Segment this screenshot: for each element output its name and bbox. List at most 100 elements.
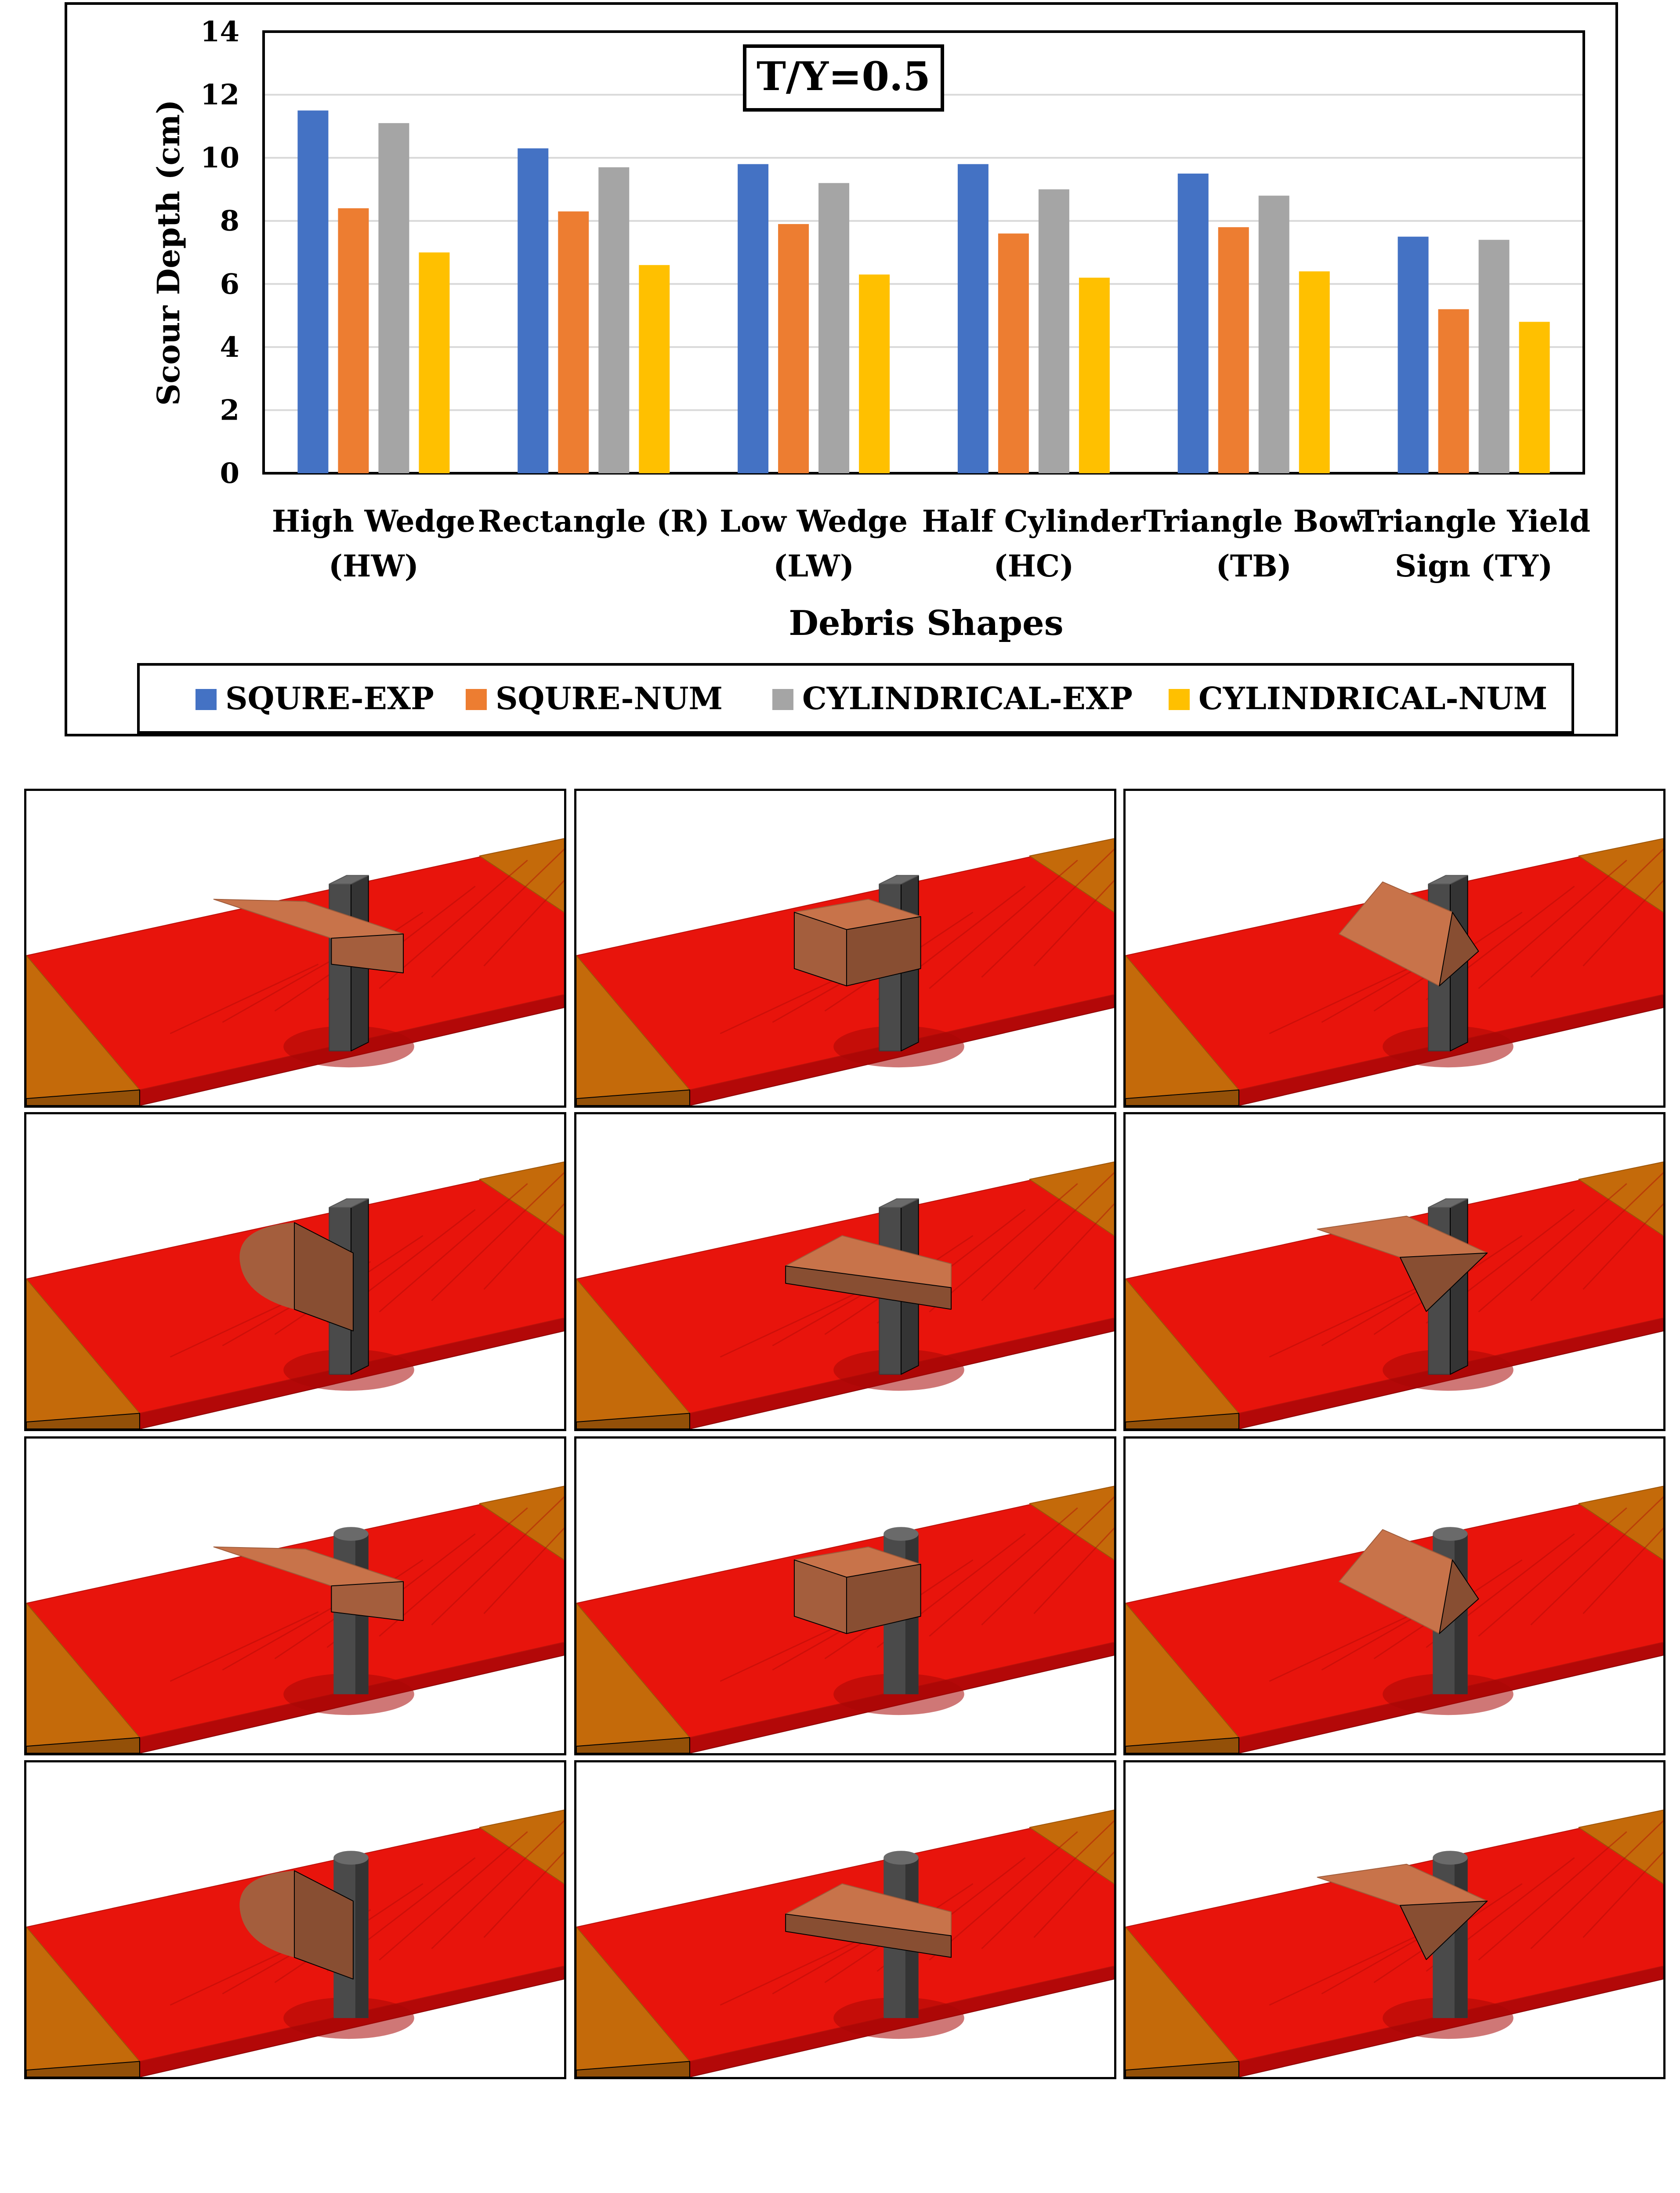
ripple bbox=[1033, 1851, 1114, 1938]
bar-cylindrical-exp bbox=[378, 123, 409, 473]
bar-cylindrical-num bbox=[859, 274, 890, 473]
simulation-render bbox=[576, 1762, 1114, 2077]
ripple bbox=[1269, 1935, 1418, 2006]
pier-top bbox=[1433, 1851, 1468, 1865]
bar-squre-exp bbox=[297, 110, 329, 473]
y-axis-label: Scour Depth (cm) bbox=[150, 100, 187, 406]
bar-squre-exp bbox=[957, 164, 988, 473]
bar-cylindrical-exp bbox=[818, 183, 850, 474]
debris-curved-face bbox=[239, 1870, 295, 1957]
pier-top bbox=[333, 1851, 369, 1865]
x-tick-label: (LW) bbox=[773, 549, 854, 584]
apron-side bbox=[26, 1737, 140, 1753]
debris-end bbox=[331, 933, 404, 974]
debris-side bbox=[1439, 1559, 1479, 1634]
y-tick-label: 0 bbox=[220, 457, 239, 490]
debris-side bbox=[846, 1564, 921, 1634]
apron-side bbox=[26, 1089, 140, 1106]
simulation-render bbox=[26, 1762, 564, 2077]
ripple bbox=[929, 1183, 1078, 1312]
pier-top bbox=[1433, 1527, 1468, 1541]
ripple bbox=[483, 1203, 564, 1290]
bar-cylindrical-num bbox=[639, 265, 670, 473]
pier-shade bbox=[1454, 1857, 1468, 2018]
pier-top bbox=[1428, 875, 1468, 885]
debris-flat-face bbox=[294, 1222, 354, 1332]
ripple bbox=[431, 1172, 564, 1301]
x-tick-label: Half Cylinder bbox=[922, 504, 1146, 539]
ripple bbox=[379, 1507, 528, 1637]
ripple bbox=[483, 1527, 564, 1614]
downstream-apron bbox=[1029, 1486, 1114, 1561]
x-axis-label: Debris Shapes bbox=[789, 603, 1063, 643]
apron-side bbox=[26, 1413, 140, 1429]
apron-side bbox=[576, 1413, 690, 1429]
simulation-panel-square-half-cylinder bbox=[24, 1112, 566, 1431]
ripple bbox=[1530, 1172, 1663, 1301]
simulation-panel-cylindrical-low-wedge bbox=[574, 1760, 1116, 2079]
ripple bbox=[170, 1611, 319, 1682]
downstream-apron bbox=[1578, 1161, 1663, 1236]
bar-cylindrical-exp bbox=[1478, 239, 1510, 473]
ripple bbox=[1530, 1820, 1663, 1950]
downstream-apron bbox=[1029, 1809, 1114, 1885]
ripple bbox=[483, 879, 564, 967]
simulation-panel-square-rectangle bbox=[574, 789, 1116, 1108]
x-tick-labels: High Wedge (HW) Rectangle (R) Low Wedge (LW)… bbox=[272, 504, 1590, 584]
y-tick-label: 6 bbox=[220, 268, 239, 301]
legend-label: CYLINDRICAL-NUM bbox=[1198, 680, 1547, 717]
legend-label: CYLINDRICAL-EXP bbox=[802, 680, 1133, 717]
legend-swatch bbox=[196, 689, 217, 710]
bar-squre-num bbox=[778, 224, 809, 474]
ripple bbox=[1269, 1287, 1418, 1358]
ripple bbox=[981, 1496, 1114, 1626]
apron-side bbox=[26, 2061, 140, 2077]
debris-side bbox=[846, 916, 921, 986]
ripple bbox=[1478, 1507, 1627, 1637]
simulation-render bbox=[26, 1439, 564, 1753]
ripple bbox=[929, 859, 1078, 989]
apron-side bbox=[576, 1089, 690, 1106]
plot-area-border bbox=[262, 30, 1585, 475]
ripple bbox=[1269, 1611, 1418, 1682]
bar-squre-num bbox=[1438, 309, 1469, 473]
bar-squre-exp bbox=[518, 148, 549, 473]
ripple bbox=[1582, 1851, 1663, 1938]
title-box bbox=[743, 44, 944, 112]
simulation-render bbox=[26, 791, 564, 1106]
ripple bbox=[1478, 1831, 1627, 1961]
chart-title: T/Y=0.5 bbox=[757, 53, 931, 100]
ripple bbox=[379, 859, 528, 989]
y-tick-label: 8 bbox=[220, 205, 239, 238]
x-tick-label: (HW) bbox=[329, 549, 419, 584]
pier-shade bbox=[355, 1857, 369, 2018]
simulation-panel-cylindrical-triangle-yield-sign bbox=[1123, 1760, 1666, 2079]
ripple bbox=[379, 1183, 528, 1312]
debris-end bbox=[331, 1581, 404, 1621]
downstream-apron bbox=[1578, 1809, 1663, 1885]
y-tick-label: 2 bbox=[220, 394, 239, 427]
downstream-apron bbox=[1578, 838, 1663, 913]
ripple bbox=[1582, 1203, 1663, 1290]
simulation-panel-cylindrical-rectangle bbox=[574, 1436, 1116, 1755]
ripple bbox=[1478, 1183, 1627, 1312]
bar-cylindrical-num bbox=[1079, 277, 1110, 473]
ripple bbox=[929, 1831, 1078, 1961]
apron-side bbox=[1126, 1089, 1239, 1106]
y-tick-label: 14 bbox=[200, 15, 239, 48]
bar-cylindrical-exp bbox=[598, 167, 630, 473]
legend-swatch bbox=[772, 689, 793, 710]
simulation-render bbox=[576, 1439, 1114, 1753]
downstream-apron bbox=[479, 1486, 564, 1561]
pier-top bbox=[883, 1851, 919, 1865]
simulation-panel-cylindrical-half-cylinder bbox=[24, 1760, 566, 2079]
y-tick-label: 4 bbox=[220, 331, 239, 364]
y-tick-label: 10 bbox=[200, 141, 239, 174]
ripple bbox=[720, 1935, 869, 2006]
ripple bbox=[981, 1172, 1114, 1301]
bar-cylindrical-exp bbox=[1258, 196, 1289, 473]
x-tick-label: Triangle Yield bbox=[1357, 504, 1590, 539]
ripple bbox=[483, 1851, 564, 1938]
ripple bbox=[1582, 879, 1663, 967]
simulation-render bbox=[576, 791, 1114, 1106]
